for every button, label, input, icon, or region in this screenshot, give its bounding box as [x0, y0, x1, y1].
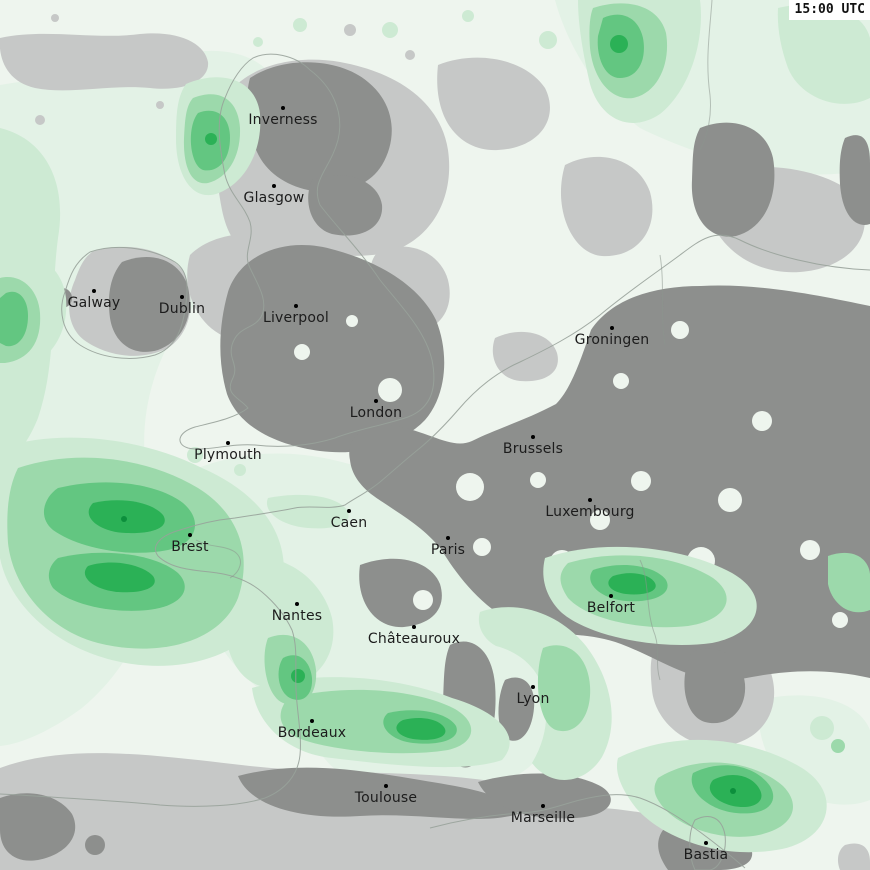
city-dot-icon	[347, 509, 351, 513]
city-dot-icon	[226, 441, 230, 445]
city-dot-icon	[541, 804, 545, 808]
city-dot-icon	[384, 784, 388, 788]
city-label: Belfort	[586, 600, 636, 616]
city-dot-icon	[310, 719, 314, 723]
city-label: Dublin	[158, 301, 206, 317]
city-dot-icon	[294, 304, 298, 308]
city-dot-icon	[531, 685, 535, 689]
city-label: Marseille	[510, 810, 576, 826]
city-dot-icon	[446, 536, 450, 540]
city-label: London	[349, 405, 403, 421]
city-label: Galway	[67, 295, 121, 311]
city-label: Brest	[171, 539, 209, 555]
city-dot-icon	[281, 106, 285, 110]
city-dot-icon	[704, 841, 708, 845]
city-label: Paris	[430, 542, 466, 558]
city-label: Châteauroux	[367, 631, 461, 647]
city-label: Groningen	[574, 332, 650, 348]
city-dot-icon	[180, 295, 184, 299]
city-dot-icon	[295, 602, 299, 606]
city-label: Inverness	[248, 112, 318, 128]
city-dot-icon	[588, 498, 592, 502]
city-dot-icon	[188, 533, 192, 537]
city-label: Bordeaux	[277, 725, 347, 741]
city-dot-icon	[610, 326, 614, 330]
city-label: Lyon	[516, 691, 550, 707]
city-label: Bastia	[683, 847, 729, 863]
city-dot-icon	[374, 399, 378, 403]
city-label: Plymouth	[194, 447, 262, 463]
city-dot-icon	[609, 594, 613, 598]
city-dot-icon	[92, 289, 96, 293]
city-label: Luxembourg	[545, 504, 635, 520]
timestamp-badge: 15:00 UTC	[788, 0, 870, 20]
city-label: Nantes	[271, 608, 323, 624]
city-label: Caen	[330, 515, 368, 531]
city-dot-icon	[412, 625, 416, 629]
city-dot-icon	[272, 184, 276, 188]
city-dot-icon	[531, 435, 535, 439]
city-label: Brussels	[502, 441, 564, 457]
city-label: Glasgow	[243, 190, 305, 206]
city-label: Liverpool	[262, 310, 330, 326]
city-label: Toulouse	[354, 790, 418, 806]
